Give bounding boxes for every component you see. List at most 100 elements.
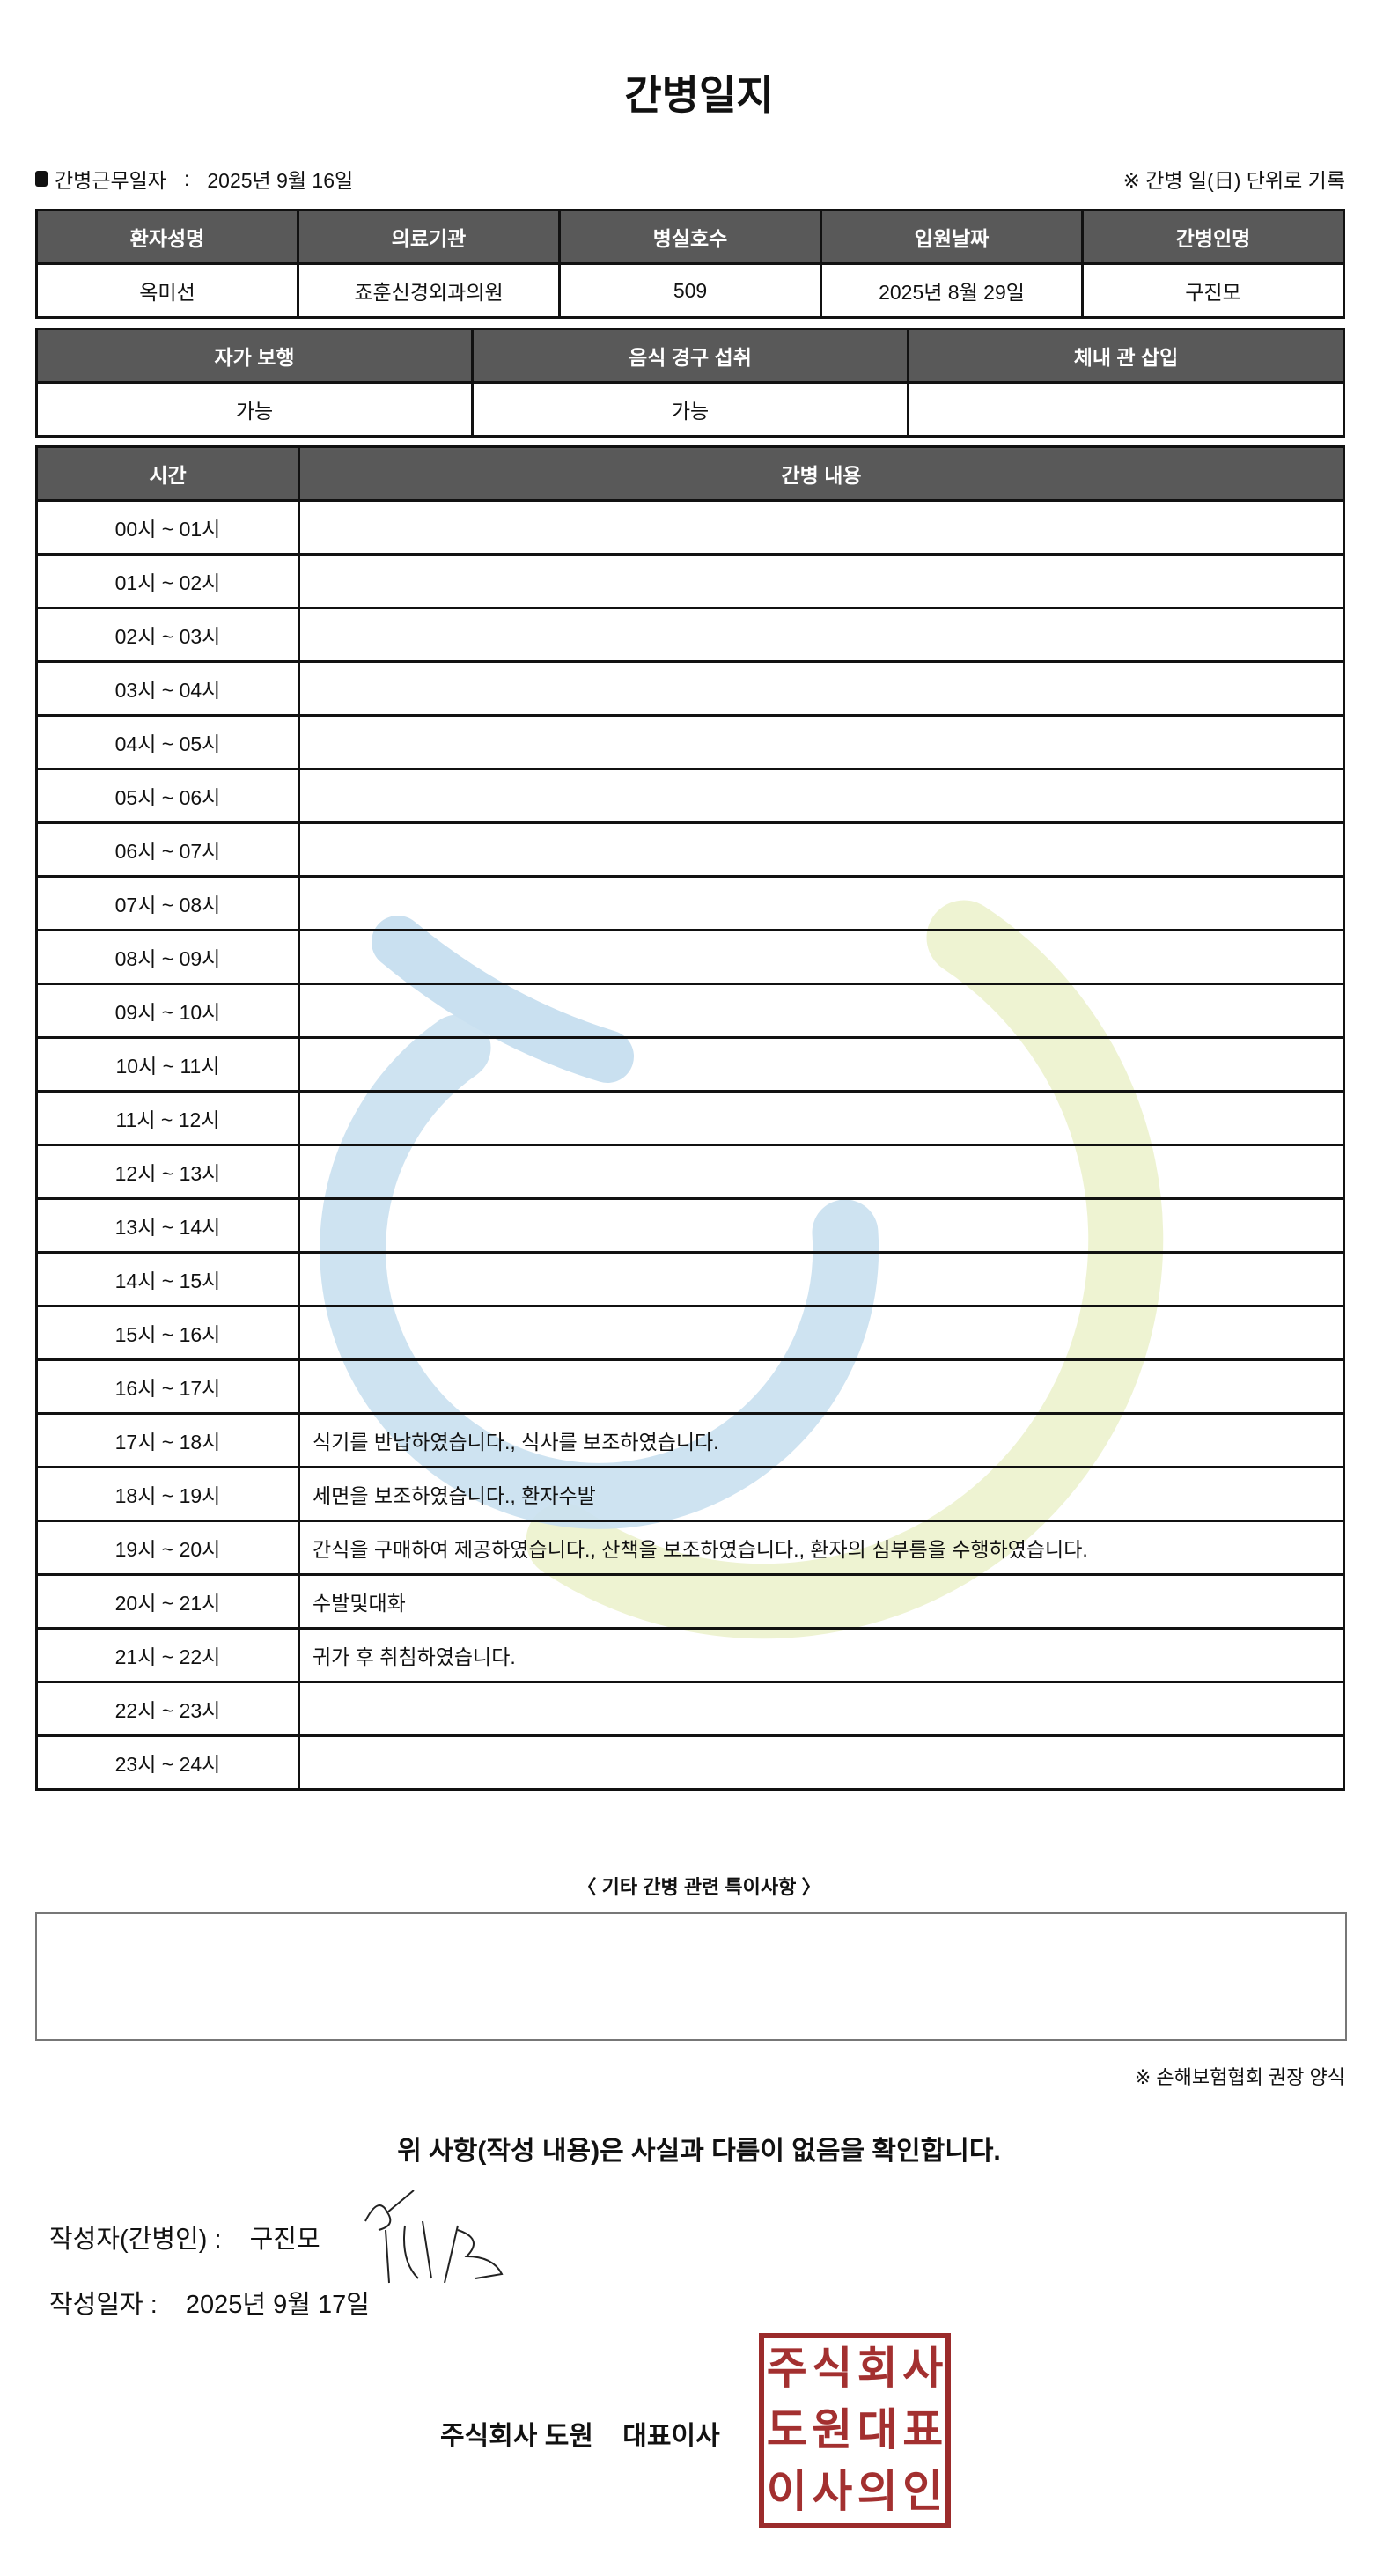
- log-time: 17시 ~ 18시: [35, 1412, 300, 1468]
- admission-date: 2025년 8월 29일: [820, 262, 1084, 319]
- log-time: 00시 ~ 01시: [35, 499, 300, 556]
- signature: [364, 2190, 504, 2284]
- log-time: 15시 ~ 16시: [35, 1305, 300, 1361]
- log-time: 22시 ~ 23시: [35, 1681, 300, 1737]
- written-date-label: 작성일자 :: [49, 2291, 158, 2319]
- header-walking: 자가 보행: [35, 328, 474, 384]
- log-time: 11시 ~ 12시: [35, 1090, 300, 1146]
- header-tube: 체내 관 삽입: [907, 328, 1345, 384]
- log-content: [298, 821, 1345, 878]
- written-date-value: 2025년 9월 17일: [185, 2291, 370, 2319]
- log-row: 10시 ~ 11시: [35, 1036, 1345, 1093]
- log-row: 12시 ~ 13시: [35, 1144, 1345, 1200]
- log-content: [298, 714, 1345, 770]
- log-content: [298, 1036, 1345, 1093]
- tube-value: [907, 381, 1345, 438]
- header-caregiver: 간병인명: [1081, 209, 1345, 265]
- log-row: 04시 ~ 05시: [35, 714, 1345, 770]
- stamp-character: 대: [857, 2405, 898, 2455]
- log-content: [298, 1144, 1345, 1200]
- log-time: 03시 ~ 04시: [35, 660, 300, 717]
- log-content: [298, 1681, 1345, 1737]
- written-date: 작성일자 : 2025년 9월 17일: [49, 2284, 370, 2321]
- log-content: [298, 607, 1345, 663]
- oral-intake-value: 가능: [471, 381, 909, 438]
- header-room: 병실호수: [558, 209, 822, 265]
- stamp-character: 식: [812, 2344, 853, 2393]
- work-date-value: 2025년 9월 16일: [207, 169, 354, 192]
- log-row: 09시 ~ 10시: [35, 983, 1345, 1039]
- log-content: [298, 1734, 1345, 1791]
- log-time: 13시 ~ 14시: [35, 1197, 300, 1254]
- writer-label: 작성자(간병인) :: [49, 2226, 222, 2254]
- care-log-table: 시간 간병 내용 00시 ~ 01시 01시 ~ 02시 02시 ~ 03시 03시 …: [35, 445, 1345, 1791]
- log-time: 10시 ~ 11시: [35, 1036, 300, 1093]
- log-row: 11시 ~ 12시: [35, 1090, 1345, 1146]
- unit-note: ※ 간병 일(日) 단위로 기록: [1122, 169, 1345, 192]
- log-content: [298, 660, 1345, 717]
- page-title: 간병일지: [624, 72, 774, 118]
- log-content: 식기를 반납하였습니다., 식사를 보조하였습니다.: [298, 1412, 1345, 1468]
- log-time: 04시 ~ 05시: [35, 714, 300, 770]
- header-time: 시간: [35, 445, 300, 502]
- log-time: 05시 ~ 06시: [35, 768, 300, 824]
- institution: 죠훈신경외과의원: [297, 262, 561, 319]
- header-care-content: 간병 내용: [298, 445, 1345, 502]
- stamp-character: 사: [812, 2467, 853, 2516]
- header-admission-date: 입원날짜: [820, 209, 1084, 265]
- bullet-icon: [35, 171, 48, 187]
- log-time: 02시 ~ 03시: [35, 607, 300, 663]
- log-time: 16시 ~ 17시: [35, 1358, 300, 1415]
- log-content: [298, 875, 1345, 931]
- log-time: 19시 ~ 20시: [35, 1520, 300, 1576]
- log-time: 14시 ~ 15시: [35, 1251, 300, 1307]
- status-info-table: 자가 보행 음식 경구 섭취 체내 관 삽입 가능 가능: [35, 328, 1345, 438]
- log-row: 15시 ~ 16시: [35, 1305, 1345, 1361]
- special-notes-label: 〈 기타 간병 관련 특이사항 〉: [577, 1876, 821, 1898]
- log-content: [298, 553, 1345, 609]
- log-time: 23시 ~ 24시: [35, 1734, 300, 1791]
- log-time: 12시 ~ 13시: [35, 1144, 300, 1200]
- patient-info-table: 환자성명 의료기관 병실호수 입원날짜 간병인명 옥미선 죠훈신경외과의원 50…: [35, 209, 1345, 319]
- header-oral-intake: 음식 경구 섭취: [471, 328, 909, 384]
- stamp-character: 도: [766, 2405, 807, 2455]
- log-row: 22시 ~ 23시: [35, 1681, 1345, 1737]
- log-row: 14시 ~ 15시: [35, 1251, 1345, 1307]
- log-content: [298, 929, 1345, 985]
- stamp-character: 주: [766, 2344, 807, 2393]
- log-content: [298, 983, 1345, 1039]
- log-row: 08시 ~ 09시: [35, 929, 1345, 985]
- company-representative: 주식회사 도원 대표이사: [440, 2422, 720, 2451]
- log-row: 21시 ~ 22시 귀가 후 취침하였습니다.: [35, 1627, 1345, 1683]
- log-content: 간식을 구매하여 제공하였습니다., 산책을 보조하였습니다., 환자의 심부름…: [298, 1520, 1345, 1576]
- walking-value: 가능: [35, 381, 474, 438]
- log-content: [298, 499, 1345, 556]
- log-content: 귀가 후 취침하였습니다.: [298, 1627, 1345, 1683]
- log-row: 02시 ~ 03시: [35, 607, 1345, 663]
- log-row: 23시 ~ 24시: [35, 1734, 1345, 1791]
- form-note: ※ 손해보험협회 권장 양식: [1134, 2066, 1345, 2088]
- work-date: 간병근무일자 : 2025년 9월 16일: [35, 164, 353, 194]
- header-patient-name: 환자성명: [35, 209, 299, 265]
- log-content: [298, 1305, 1345, 1361]
- log-row: 18시 ~ 19시 세면을 보조하였습니다., 환자수발: [35, 1466, 1345, 1522]
- log-row: 00시 ~ 01시: [35, 499, 1345, 556]
- log-content: [298, 1197, 1345, 1254]
- log-content: [298, 1090, 1345, 1146]
- log-time: 06시 ~ 07시: [35, 821, 300, 878]
- writer: 작성자(간병인) : 구진모: [49, 2219, 320, 2256]
- log-row: 05시 ~ 06시: [35, 768, 1345, 824]
- stamp-character: 인: [902, 2467, 944, 2516]
- log-row: 16시 ~ 17시: [35, 1358, 1345, 1415]
- caregiver-name: 구진모: [1081, 262, 1345, 319]
- stamp-character: 원: [812, 2405, 853, 2455]
- stamp-character: 의: [857, 2467, 898, 2516]
- work-date-separator: :: [183, 166, 190, 190]
- stamp-character: 표: [902, 2405, 944, 2455]
- stamp-character: 사: [902, 2344, 944, 2393]
- stamp-character: 회: [857, 2344, 898, 2393]
- log-time: 01시 ~ 02시: [35, 553, 300, 609]
- log-row: 07시 ~ 08시: [35, 875, 1345, 931]
- log-time: 08시 ~ 09시: [35, 929, 300, 985]
- log-content: [298, 1358, 1345, 1415]
